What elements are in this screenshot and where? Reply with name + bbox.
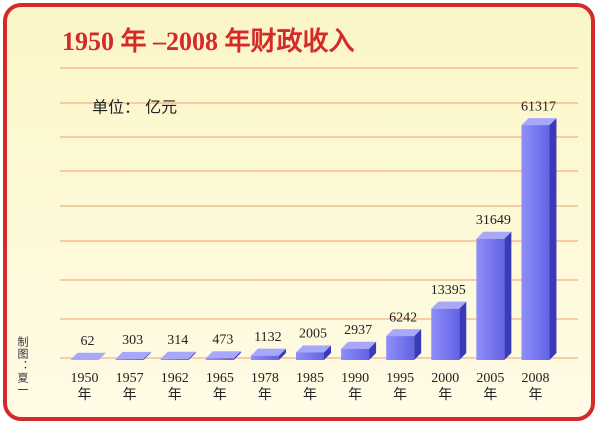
bar-side — [504, 231, 512, 360]
bar-top — [160, 351, 196, 359]
data-label: 31649 — [476, 213, 511, 228]
bar — [431, 308, 460, 360]
data-label: 2937 — [344, 323, 372, 338]
data-label: 314 — [167, 333, 188, 348]
bar-top — [386, 329, 422, 337]
bar-side — [549, 118, 557, 360]
x-tick-label: 1995年 — [386, 371, 415, 403]
bar-side — [414, 329, 422, 360]
credit: 制图：夏一 — [16, 336, 28, 396]
bar-top — [296, 345, 331, 353]
bar-side — [98, 352, 106, 360]
data-label: 2005 — [299, 327, 327, 342]
bar-side — [278, 348, 286, 360]
data-label: 473 — [212, 332, 233, 347]
bar-side — [143, 351, 151, 360]
bar-top — [521, 118, 557, 126]
chart-title: 1950 年 –2008 年财政收入 — [62, 26, 355, 56]
x-tick-label: 1985年 — [296, 371, 324, 403]
bar-top — [341, 341, 377, 349]
bar — [160, 358, 189, 360]
x-tick-label: 1978年 — [250, 371, 279, 403]
bar-side — [188, 351, 196, 360]
bar-side — [233, 351, 241, 360]
data-label: 61317 — [521, 99, 556, 114]
x-tick-label: 2008年 — [521, 371, 550, 403]
bar-top — [476, 231, 512, 239]
bar — [250, 355, 279, 360]
bar-side — [324, 345, 331, 360]
x-tick-label: 1962年 — [160, 371, 189, 403]
bar — [476, 238, 505, 360]
bar — [341, 348, 370, 360]
data-label: 6242 — [389, 310, 417, 325]
data-label: 13395 — [431, 283, 466, 298]
x-tick-label: 1965年 — [205, 371, 234, 403]
bar — [115, 358, 144, 360]
x-tick-label: 1950年 — [70, 371, 99, 403]
bar-top — [250, 348, 286, 356]
bar-top — [70, 352, 106, 360]
bar — [296, 352, 324, 360]
x-tick-label: 1957年 — [115, 371, 144, 403]
bar-side — [369, 341, 377, 360]
x-tick-label: 2005年 — [476, 371, 505, 403]
bar-side — [459, 301, 467, 360]
data-label: 303 — [122, 333, 143, 348]
bar-top — [205, 351, 241, 359]
bar — [386, 336, 415, 360]
data-label: 1132 — [254, 330, 281, 345]
bar — [521, 125, 550, 360]
bar — [205, 358, 234, 360]
bar-top — [115, 351, 151, 359]
data-label: 62 — [81, 334, 95, 349]
x-tick-label: 1990年 — [341, 371, 370, 403]
bar-top — [431, 301, 467, 309]
unit-label: 单位： 亿元 — [92, 98, 177, 117]
x-tick-label: 2000年 — [431, 371, 460, 403]
